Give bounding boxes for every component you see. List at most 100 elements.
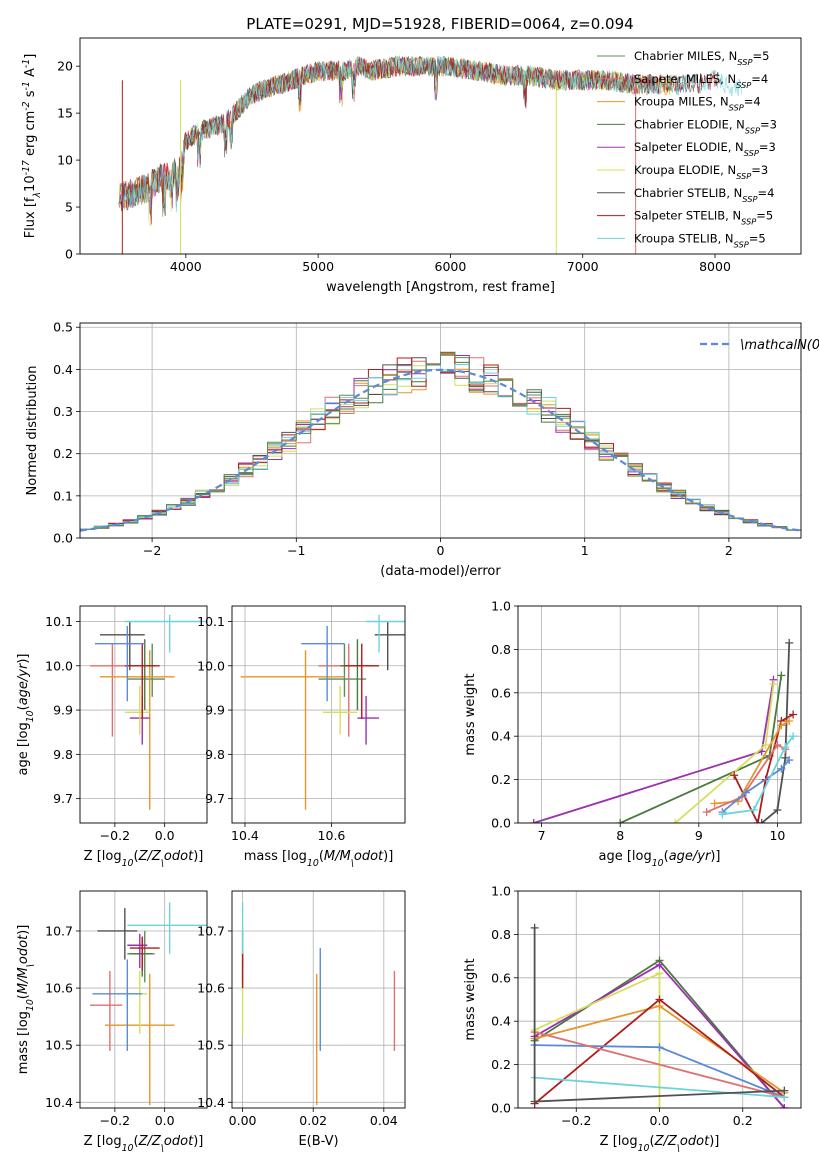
- legend-spectrum: Chabrier MILES, NSSP=5 Salpeter MILES, NS…: [597, 49, 777, 249]
- legend-label: Chabrier STELIB, NSSP=4: [634, 186, 774, 204]
- error-point: [340, 639, 375, 711]
- weight-series: [757, 638, 794, 823]
- weight-marker: [780, 1104, 789, 1108]
- error-point: [301, 625, 345, 702]
- legend-label: Chabrier ELODIE, NSSP=3: [634, 117, 777, 135]
- weight-marker: [655, 1043, 664, 1052]
- weight-marker: [777, 764, 786, 773]
- y-tick-label: 0.3: [53, 404, 73, 419]
- x-tick-label: 7: [538, 828, 546, 843]
- axes-spectrum: 4000 5000 6000 7000 8000 0 5 10 15 20 wavelength […: [21, 37, 802, 295]
- y-tick-label: 10.0: [197, 658, 225, 673]
- axes-frame: [79, 605, 208, 824]
- y-axis-label: Normed distribution: [25, 366, 40, 496]
- weight-marker: [757, 819, 766, 823]
- weight-marker: [773, 805, 782, 814]
- x-tick-label: −1: [287, 543, 305, 558]
- y-tick-label: 10.5: [197, 1038, 225, 1053]
- y-tick-label: 0.8: [491, 642, 511, 657]
- x-tick-label: 0.0: [155, 828, 175, 843]
- weight-series: [702, 740, 790, 817]
- y-tick-label: 0.2: [491, 1057, 511, 1072]
- x-tick-label: 0.02: [299, 1113, 327, 1128]
- y-axis-label: mass weight: [463, 673, 478, 755]
- y-tick-label: 0.0: [491, 1101, 511, 1116]
- error-point: [127, 643, 165, 697]
- axes-frame: [79, 890, 208, 1109]
- x-tick-label: 2: [725, 543, 733, 558]
- weight-marker: [777, 721, 786, 730]
- weight-marker: [753, 819, 762, 823]
- x-tick-label: 6000: [435, 259, 467, 274]
- weight-marker: [785, 756, 794, 765]
- x-tick-label: 7000: [567, 259, 599, 274]
- axes-age_vs_Z: −0.2 0.0 9.7 9.8 9.9 10.0 10.1 Z [log10(Z/Z\odo…: [16, 605, 208, 869]
- weight-line: [534, 1076, 785, 1099]
- error-point: [357, 695, 380, 745]
- x-axis-label: Z [log10(Z/Z\odot)]: [600, 1134, 720, 1154]
- x-axis-label: age [log10(age/yr)]: [598, 849, 720, 869]
- y-tick-label: 0.6: [491, 970, 511, 985]
- error-point: [344, 643, 380, 719]
- axes-weight_vs_age: 7 8 9 10 0.0 0.2 0.4 0.6 0.8 1.0 age [log10(age/yr…: [463, 599, 802, 869]
- weight-series: [671, 680, 778, 823]
- y-tick-label: 10.4: [45, 1095, 73, 1110]
- x-tick-label: 0.0: [650, 1113, 670, 1128]
- weight-marker: [530, 923, 539, 932]
- weight-marker: [655, 1104, 664, 1108]
- y-tick-label: 0.0: [491, 816, 511, 831]
- error-point: [318, 643, 367, 697]
- error-point: [89, 970, 123, 1051]
- plot-area-age_vs_mass: [232, 606, 405, 823]
- weight-marker: [773, 740, 782, 749]
- error-point: [127, 902, 207, 954]
- plot-area-mass_vs_EBV: [232, 891, 405, 1108]
- x-tick-label: 8000: [699, 259, 731, 274]
- y-tick-label: 10.4: [197, 1095, 225, 1110]
- weight-marker: [655, 960, 664, 969]
- x-tick-label: −2: [143, 543, 161, 558]
- legend-label: Salpeter STELIB, NSSP=5: [634, 209, 773, 227]
- x-tick-label: 0.0: [155, 1113, 175, 1128]
- y-tick-label: 10.5: [45, 1038, 73, 1053]
- histogram-step: [80, 351, 801, 531]
- plot-area-weight_vs_age: [518, 606, 801, 823]
- y-tick-label: 0.0: [53, 531, 73, 546]
- y-tick-label: 15: [57, 106, 73, 121]
- error-point: [127, 933, 148, 969]
- weight-marker: [718, 810, 727, 819]
- error-point: [124, 685, 150, 735]
- axes-frame: [517, 605, 802, 824]
- weight-marker: [781, 743, 790, 752]
- y-tick-label: 9.7: [205, 791, 225, 806]
- error-point: [89, 643, 125, 737]
- x-tick-label: 0.2: [733, 1113, 753, 1128]
- legend-label: Chabrier MILES, NSSP=5: [634, 49, 769, 67]
- y-tick-label: 0.4: [53, 362, 73, 377]
- error-point: [366, 614, 405, 653]
- weight-series: [710, 717, 794, 808]
- weight-marker: [730, 771, 739, 780]
- y-axis-label: age [log10(age/yr)]: [16, 653, 36, 775]
- plot-area-spectrum: [118, 55, 742, 254]
- axes-weight_vs_Z: −0.2 0.0 0.2 0.0 0.2 0.4 0.6 0.8 1.0 Z [log10(Z/Z…: [463, 884, 802, 1154]
- weight-marker: [530, 1097, 539, 1106]
- error-point: [374, 621, 405, 671]
- y-axis-label: Flux [fλ10-17 erg cm-2 s-1 A-1]: [21, 54, 43, 239]
- weight-line: [714, 720, 790, 805]
- y-tick-label: 0.1: [53, 488, 73, 503]
- weight-marker: [780, 1086, 789, 1095]
- axes-residuals: −2 −1 0 1 2 0.0 0.1 0.2 0.3 0.4 0.5 (data-model)/er…: [25, 320, 819, 579]
- weight-marker: [761, 740, 770, 749]
- x-tick-label: 10: [769, 828, 785, 843]
- axes-frame: [517, 890, 802, 1109]
- y-tick-label: 20: [57, 59, 73, 74]
- x-axis-label: E(B-V): [298, 1134, 338, 1149]
- error-point: [124, 614, 207, 653]
- weight-marker: [616, 819, 625, 823]
- weight-marker: [671, 819, 680, 823]
- weight-marker: [749, 805, 758, 814]
- axes-mass_vs_Z: −0.2 0.0 10.4 10.5 10.6 10.7 Z [log10(Z/Z\odot…: [16, 890, 208, 1154]
- y-tick-label: 0.8: [491, 927, 511, 942]
